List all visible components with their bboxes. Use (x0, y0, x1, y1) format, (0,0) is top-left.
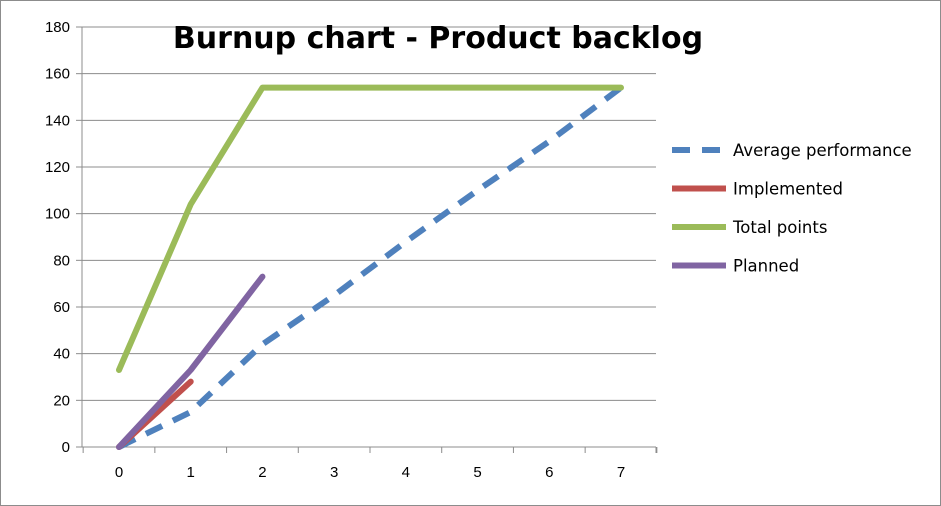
x-tick-label: 0 (115, 464, 123, 481)
series-line-average-performance (117, 85, 623, 450)
grid (82, 26, 656, 401)
y-tick-label: 160 (45, 66, 70, 83)
y-tick-label: 100 (45, 206, 70, 223)
y-tick-label: 20 (53, 392, 70, 409)
y-tick-label: 40 (53, 346, 70, 363)
x-tick-label: 5 (473, 464, 481, 481)
axes: 0 20 40 60 80 100 120 140 160 180 0 1 2 3 4 5 6 7 (45, 19, 658, 481)
series-line-planned (116, 273, 266, 450)
series (116, 84, 624, 450)
y-tick-label: 60 (53, 299, 70, 316)
x-tick-label: 1 (187, 464, 195, 481)
legend-label: Implemented (733, 180, 843, 199)
x-tick-label: 4 (402, 464, 410, 481)
legend: Average performance Implemented Total poin… (672, 141, 912, 276)
x-tick-label: 3 (330, 464, 338, 481)
legend-label: Average performance (733, 141, 912, 160)
chart-title: Burnup chart - Product backlog (173, 21, 703, 56)
y-tick-label: 120 (45, 159, 70, 176)
y-tick-label: 80 (53, 252, 70, 269)
x-tick-label: 2 (258, 464, 266, 481)
y-tick-label: 0 (62, 439, 70, 456)
y-tick-label: 140 (45, 112, 70, 129)
x-tick-label: 7 (617, 464, 625, 481)
legend-label: Planned (733, 257, 799, 276)
y-tick-label: 180 (45, 19, 70, 36)
legend-label: Total points (732, 218, 827, 237)
x-tick-label: 6 (545, 464, 553, 481)
series-line-total-points (116, 84, 624, 373)
